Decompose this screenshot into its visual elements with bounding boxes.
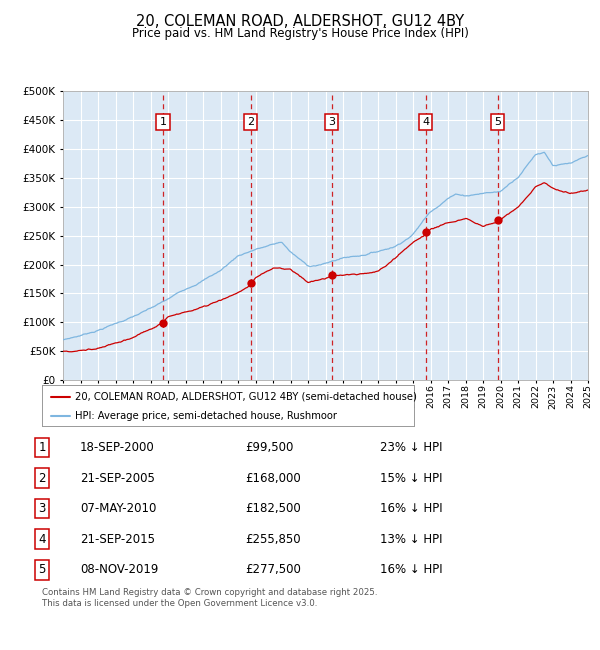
Text: 13% ↓ HPI: 13% ↓ HPI	[380, 533, 443, 546]
Text: £99,500: £99,500	[245, 441, 293, 454]
Text: 21-SEP-2005: 21-SEP-2005	[80, 472, 155, 485]
Text: 18-SEP-2000: 18-SEP-2000	[80, 441, 155, 454]
Text: £255,850: £255,850	[245, 533, 301, 546]
Text: 4: 4	[38, 533, 46, 546]
Text: £277,500: £277,500	[245, 563, 301, 577]
Text: 4: 4	[422, 116, 429, 127]
Text: 20, COLEMAN ROAD, ALDERSHOT, GU12 4BY: 20, COLEMAN ROAD, ALDERSHOT, GU12 4BY	[136, 14, 464, 29]
Text: 07-MAY-2010: 07-MAY-2010	[80, 502, 157, 515]
Text: 5: 5	[38, 563, 46, 577]
Text: 1: 1	[38, 441, 46, 454]
Text: 16% ↓ HPI: 16% ↓ HPI	[380, 502, 443, 515]
Text: 3: 3	[328, 116, 335, 127]
Text: 23% ↓ HPI: 23% ↓ HPI	[380, 441, 443, 454]
Text: 1: 1	[160, 116, 167, 127]
Text: 2: 2	[247, 116, 254, 127]
Text: £182,500: £182,500	[245, 502, 301, 515]
Text: 5: 5	[494, 116, 502, 127]
Text: £168,000: £168,000	[245, 472, 301, 485]
Text: 08-NOV-2019: 08-NOV-2019	[80, 563, 158, 577]
Text: 15% ↓ HPI: 15% ↓ HPI	[380, 472, 443, 485]
Text: 21-SEP-2015: 21-SEP-2015	[80, 533, 155, 546]
Text: HPI: Average price, semi-detached house, Rushmoor: HPI: Average price, semi-detached house,…	[76, 411, 337, 421]
Text: 3: 3	[38, 502, 46, 515]
Text: Price paid vs. HM Land Registry's House Price Index (HPI): Price paid vs. HM Land Registry's House …	[131, 27, 469, 40]
Text: 2: 2	[38, 472, 46, 485]
Text: 16% ↓ HPI: 16% ↓ HPI	[380, 563, 443, 577]
Text: 20, COLEMAN ROAD, ALDERSHOT, GU12 4BY (semi-detached house): 20, COLEMAN ROAD, ALDERSHOT, GU12 4BY (s…	[76, 392, 418, 402]
Text: Contains HM Land Registry data © Crown copyright and database right 2025.
This d: Contains HM Land Registry data © Crown c…	[42, 588, 377, 608]
